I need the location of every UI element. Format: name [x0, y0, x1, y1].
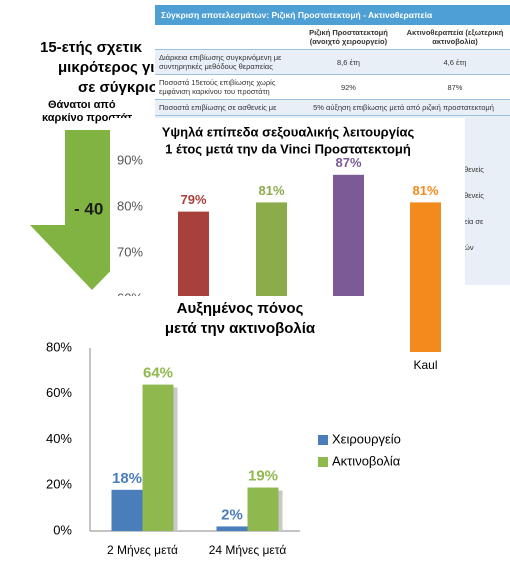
fragment: θενείς: [464, 191, 484, 200]
x-tick-label: 2 Μήνες μετά: [107, 543, 178, 557]
slide-label: Θάνατοι από: [48, 99, 116, 111]
value-label: 64%: [143, 365, 173, 382]
cell: Ριζική Προστατεκτομή (ανοιχτό χειρουργεί…: [297, 25, 400, 50]
cell: Διάρκεια επιβίωσης συγκρινόμενη με συντη…: [155, 49, 297, 75]
value-label: 18%: [112, 470, 142, 487]
chart-panel: [110, 118, 465, 300]
value-label: 87%: [335, 155, 361, 170]
fragment: ών: [464, 243, 474, 252]
fragment: εία σε: [464, 217, 484, 226]
table: Ριζική Προστατεκτομή (ανοιχτό χειρουργεί…: [155, 25, 510, 116]
y-tick-label: 80%: [117, 198, 143, 213]
table-title: Σύγκριση αποτελεσμάτων: Ριζική Προστατεκ…: [155, 5, 510, 25]
cell: Ακτινοθεραπεία (εξωτερική ακτινοβολία): [399, 25, 510, 50]
y-tick-label: 0%: [53, 522, 72, 537]
y-tick-label: 40%: [46, 431, 72, 446]
cell: Ποσοστά επιβίωσης σε ασθενείς με: [155, 99, 297, 116]
y-tick-label: 80%: [46, 339, 72, 354]
arrow-text: - 40: [74, 199, 103, 218]
chart-title: Αυξημένος πόνος: [177, 300, 304, 317]
y-tick-label: 60%: [46, 385, 72, 400]
chart-title: 1 έτος μετά την da Vinci Προστατεκτομή: [165, 141, 411, 156]
bar: [410, 202, 441, 352]
cell: Ποσοστά 15ετούς επιβίωσης χωρίς εμφάνιση…: [155, 74, 297, 100]
bar: [247, 487, 279, 531]
legend-swatch: [318, 457, 328, 467]
x-tick-label: Kaul: [413, 358, 437, 372]
chart-title: Υψηλά επίπεδα σεξουαλικής λειτουργίας: [162, 124, 415, 139]
cell: [155, 25, 297, 50]
fragments: θενείς θενείς εία σε ών: [464, 165, 504, 269]
bar: [142, 384, 174, 531]
bar: [111, 489, 143, 531]
cell: 92%: [297, 74, 400, 100]
slide-title: σε σύγκρισ: [78, 79, 159, 96]
cell: 8,6 έτη: [297, 49, 400, 75]
y-tick-label: 70%: [117, 244, 143, 259]
cell: 5% αύξηση επιβίωσης μετά από ριζική προσ…: [297, 99, 510, 116]
value-label: 81%: [412, 183, 438, 198]
chart-panel: [0, 296, 405, 561]
y-tick-label: 20%: [46, 477, 72, 492]
value-label: 2%: [221, 506, 243, 523]
legend-label: Χειρουργείο: [332, 431, 401, 446]
legend-label: Ακτινοβολία: [332, 453, 401, 468]
legend-swatch: [318, 435, 328, 445]
cell: 4,6 έτη: [399, 49, 510, 75]
value-label: 19%: [248, 468, 278, 485]
value-label: 81%: [258, 183, 284, 198]
x-tick-label: 24 Μήνες μετά: [209, 543, 287, 557]
cell: 87%: [399, 74, 510, 100]
y-tick-label: 90%: [117, 152, 143, 167]
slide-label: καρκίνο προστάτ: [42, 112, 132, 124]
value-label: 79%: [180, 192, 206, 207]
slide-title: 15-ετής σχετικ: [40, 39, 143, 56]
fragment: θενείς: [464, 165, 484, 174]
chart-title: μετά την ακτινοβολία: [165, 320, 316, 337]
bar: [216, 526, 248, 531]
slide-title: μικρότερος γι: [58, 59, 154, 76]
